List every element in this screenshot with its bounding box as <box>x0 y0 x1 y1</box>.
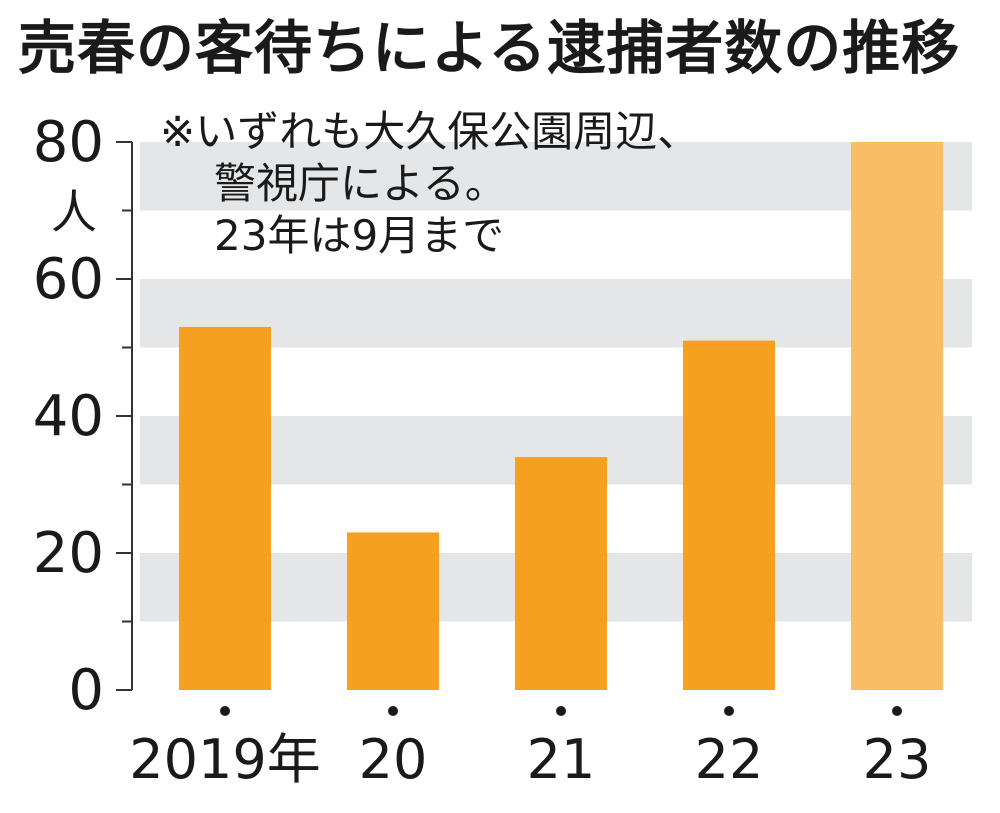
bar-2019年 <box>179 326 271 690</box>
bar-21 <box>515 457 607 690</box>
x-tick-label: 2019年 <box>129 728 320 791</box>
y-axis-unit-label: 人 <box>51 185 97 239</box>
bars <box>179 142 943 690</box>
note-line-3: 23年は9月まで <box>214 211 505 260</box>
x-tick-dot <box>220 706 230 716</box>
x-tick-dot <box>724 706 734 716</box>
y-tick-label: 0 <box>68 658 104 723</box>
note-line-2: 警視庁による。 <box>214 159 507 208</box>
y-tick-label: 80 <box>33 110 104 175</box>
y-axis: 0 20 40 60 80 人 <box>33 110 133 723</box>
x-tick-labels: 2019年 20 21 22 23 <box>129 706 931 791</box>
grid-band <box>140 142 972 211</box>
x-tick-label: 22 <box>695 728 764 791</box>
y-tick-label: 60 <box>33 247 104 312</box>
bar-20 <box>347 532 439 690</box>
grid-band <box>140 279 972 348</box>
x-tick-label: 20 <box>359 728 428 791</box>
y-tick-label: 40 <box>33 384 104 449</box>
x-tick-label: 21 <box>527 728 596 791</box>
x-tick-dot <box>892 706 902 716</box>
bar-22 <box>683 340 775 690</box>
x-tick-dot <box>388 706 398 716</box>
x-tick-dot <box>556 706 566 716</box>
chart-title: 売春の客待ちによる逮捕者数の推移 <box>18 14 961 82</box>
note-line-1: ※いずれも大久保公園周辺、 <box>160 107 700 156</box>
y-tick-label: 20 <box>33 521 104 586</box>
chart-note: ※いずれも大久保公園周辺、 警視庁による。 23年は9月まで <box>160 106 699 262</box>
bar-23 <box>851 142 943 690</box>
x-tick-label: 23 <box>863 728 932 791</box>
